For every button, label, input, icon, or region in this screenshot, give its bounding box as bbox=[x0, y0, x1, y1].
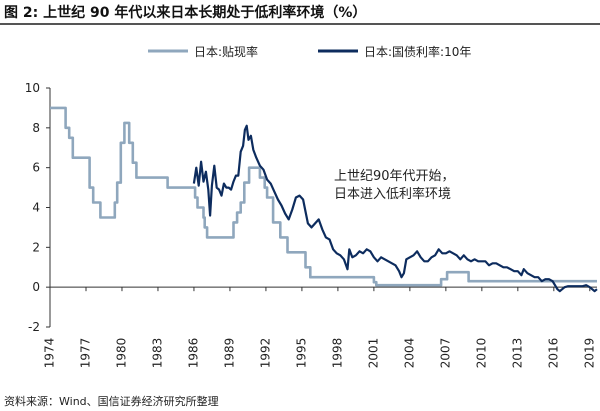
legend-label-2: 日本:国债利率:10年 bbox=[364, 44, 471, 59]
chart-annotation: 上世纪90年代开始， 日本进入低利率环境 bbox=[334, 169, 455, 202]
y-tick-label: 8 bbox=[32, 121, 40, 135]
legend-label-1: 日本:贴现率 bbox=[194, 44, 258, 59]
figure-source: 资料来源：Wind、国信证券经济研究所整理 bbox=[4, 395, 219, 408]
x-tick-label: 2001 bbox=[366, 338, 380, 369]
axes: -2 0 2 4 6 8 10 1974 1977 1980 1983 1986 1989 1992 199… bbox=[25, 81, 597, 368]
x-tick-label: 2004 bbox=[402, 338, 416, 369]
x-tick-label: 1980 bbox=[114, 338, 128, 369]
x-tick-label: 2016 bbox=[546, 338, 560, 369]
y-tick-label: 2 bbox=[32, 240, 40, 254]
x-tick-label: 1998 bbox=[330, 338, 344, 369]
series-layer bbox=[50, 106, 598, 293]
y-tick-label: 4 bbox=[32, 201, 40, 215]
x-tick-label: 2019 bbox=[582, 338, 596, 369]
title-rule bbox=[0, 23, 600, 25]
y-tick-label: 6 bbox=[32, 161, 40, 175]
x-tick-label: 2013 bbox=[510, 338, 524, 369]
y-tick-label: 10 bbox=[25, 81, 40, 95]
x-tick-label: 1989 bbox=[222, 338, 236, 369]
x-tick-label: 1995 bbox=[294, 338, 308, 369]
figure-title: 图 2: 上世纪 90 年代以来日本长期处于低利率环境（%） bbox=[4, 5, 367, 21]
series-line-2 bbox=[192, 124, 598, 293]
series-line-1 bbox=[50, 106, 597, 287]
legend: 日本:贴现率 日本:国债利率:10年 bbox=[148, 44, 471, 59]
x-tick-label: 1992 bbox=[258, 338, 272, 369]
x-tick-label: 1977 bbox=[78, 338, 92, 369]
x-tick-label: 2010 bbox=[474, 338, 488, 369]
x-tick-label: 1983 bbox=[150, 338, 164, 369]
annotation-line: 上世纪90年代开始， bbox=[334, 169, 455, 184]
x-tick-label: 2007 bbox=[438, 338, 452, 369]
y-tick-label: -2 bbox=[28, 320, 40, 334]
x-tick-label: 1986 bbox=[186, 338, 200, 369]
x-tick-label: 1974 bbox=[43, 338, 57, 369]
annotation-line: 日本进入低利率环境 bbox=[334, 186, 451, 202]
y-tick-label: 0 bbox=[32, 280, 40, 294]
